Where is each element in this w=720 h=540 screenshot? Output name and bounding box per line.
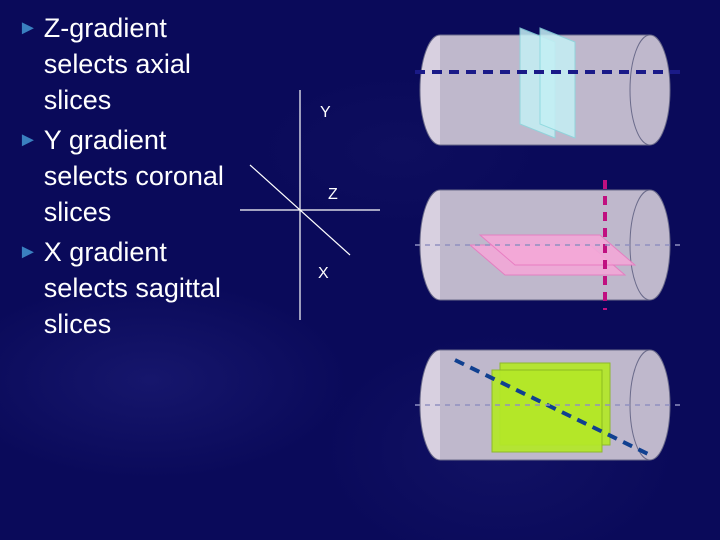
- bullet-text: Z-gradient selects axial slices: [44, 10, 248, 118]
- bullet-item: ► X gradient selects sagittal slices: [18, 234, 248, 342]
- bullet-arrow-icon: ►: [18, 122, 38, 158]
- bullet-text: Y gradient selects coronal slices: [44, 122, 248, 230]
- bullet-list: ► Z-gradient selects axial slices ► Y gr…: [18, 10, 248, 346]
- bullet-text: X gradient selects sagittal slices: [44, 234, 248, 342]
- cylinder-coronal: [400, 175, 690, 330]
- axis-label-z: Z: [328, 186, 338, 204]
- cylinder-sagittal: [400, 335, 690, 490]
- bullet-arrow-icon: ►: [18, 234, 38, 270]
- bullet-arrow-icon: ►: [18, 10, 38, 46]
- axis-label-x: X: [318, 265, 329, 283]
- bullet-item: ► Y gradient selects coronal slices: [18, 122, 248, 230]
- cylinder-axial: [400, 20, 690, 165]
- bullet-item: ► Z-gradient selects axial slices: [18, 10, 248, 118]
- cylinder-coronal-svg: [400, 175, 690, 325]
- coordinate-axes: Y Z X: [240, 90, 390, 350]
- axes-svg: [240, 90, 390, 350]
- axis-label-y: Y: [320, 104, 331, 122]
- cylinder-axial-svg: [400, 20, 690, 160]
- cylinder-sagittal-svg: [400, 335, 690, 485]
